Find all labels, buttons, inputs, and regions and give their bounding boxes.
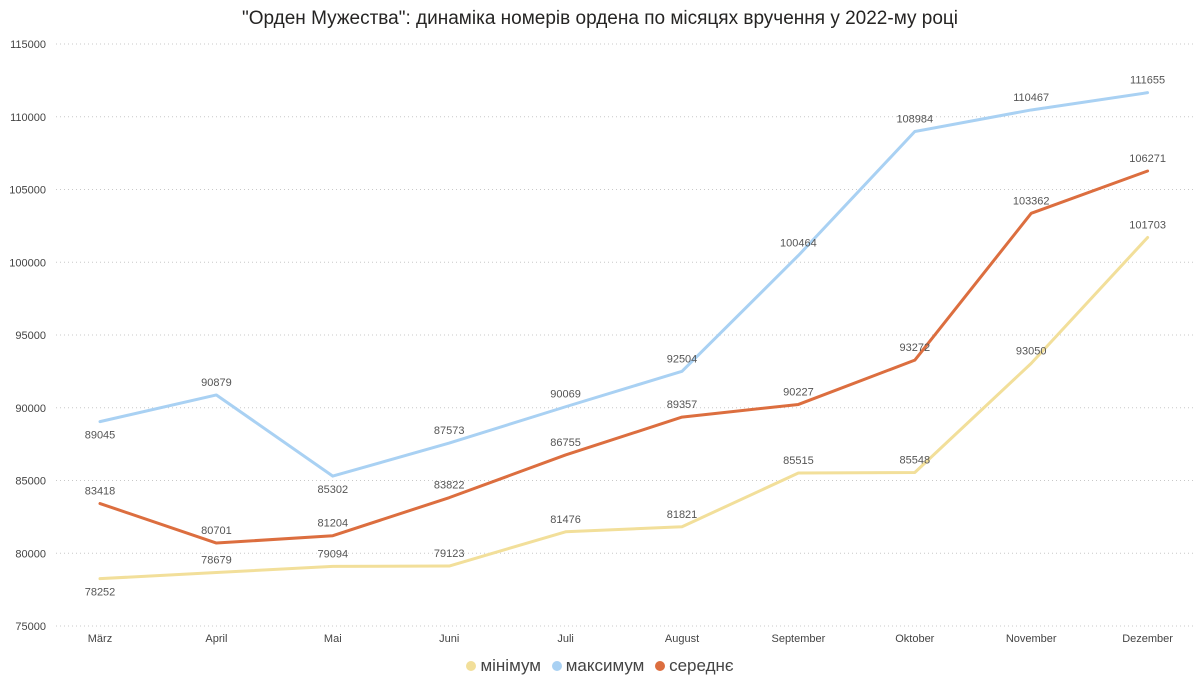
legend-label-min: мінімум: [480, 656, 541, 675]
data-label-avg: 83418: [85, 486, 116, 498]
data-label-max: 89045: [85, 430, 116, 442]
data-label-min: 79094: [318, 548, 349, 560]
x-tick-label: September: [771, 633, 825, 645]
data-label-avg: 80701: [201, 525, 232, 537]
data-label-max: 92504: [667, 353, 698, 365]
data-label-avg: 90227: [783, 386, 814, 398]
series-lines: [98, 91, 1150, 581]
x-tick-label: Juli: [557, 633, 574, 645]
x-axis-ticks: März April Mai Juni Juli August September Oktob…: [88, 633, 1174, 645]
data-label-min: 78252: [85, 587, 116, 599]
y-tick-label: 75000: [15, 621, 46, 633]
y-tick-label: 110000: [10, 112, 46, 124]
legend-dot-max: [551, 660, 562, 671]
x-tick-label: März: [88, 633, 112, 645]
data-label-avg: 83822: [434, 480, 465, 492]
y-tick-label: 80000: [15, 548, 46, 560]
data-label-avg: 103362: [1013, 195, 1050, 207]
y-axis-ticks: 75000 80000 85000 90000 95000 100000 105000 110…: [9, 39, 46, 633]
data-label-avg: 81204: [318, 518, 349, 530]
data-label-avg: 89357: [667, 399, 698, 411]
legend-item-min[interactable]: мінімум: [466, 656, 541, 676]
data-label-min: 85548: [900, 455, 931, 467]
y-tick-label: 85000: [15, 476, 46, 488]
data-label-max: 110467: [1013, 92, 1049, 104]
chart-title: "Орден Мужества": динаміка номерів орден…: [241, 8, 958, 29]
legend-label-max: максимум: [565, 656, 645, 675]
data-label-min: 81476: [550, 514, 581, 526]
legend-dot-min: [466, 660, 477, 671]
legend-item-avg[interactable]: середнє: [655, 656, 734, 676]
legend-label-avg: середнє: [669, 656, 734, 675]
legend-dot-avg: [655, 660, 666, 671]
data-label-max: 108984: [896, 114, 933, 126]
gridlines: [56, 43, 1195, 627]
data-label-min: 93050: [1016, 345, 1047, 357]
data-label-min: 101703: [1129, 219, 1166, 231]
x-tick-label: Dezember: [1122, 633, 1173, 645]
series-line-min[interactable]: [98, 235, 1150, 581]
legend-item-max[interactable]: максимум: [551, 656, 645, 676]
data-label-max: 90879: [201, 377, 232, 389]
series-line-max[interactable]: [98, 91, 1150, 478]
x-tick-label: April: [205, 633, 227, 645]
y-tick-label: 105000: [9, 185, 46, 197]
data-label-min: 81821: [667, 509, 698, 521]
data-label-avg: 86755: [550, 437, 581, 449]
y-tick-label: 95000: [15, 330, 46, 342]
x-tick-label: Oktober: [895, 633, 934, 645]
data-labels: 78252 78679 79094 79123 81476 81821 85515 85548…: [85, 75, 1166, 599]
x-tick-label: Mai: [324, 633, 342, 645]
y-tick-label: 115000: [10, 39, 46, 51]
x-tick-label: November: [1006, 633, 1057, 645]
data-label-max: 85302: [318, 484, 349, 496]
series-line-avg[interactable]: [98, 169, 1150, 545]
data-label-max: 100464: [780, 237, 817, 249]
x-tick-label: Juni: [439, 633, 459, 645]
data-label-max: 90069: [550, 389, 581, 401]
data-label-min: 79123: [434, 548, 465, 560]
y-tick-label: 100000: [9, 257, 46, 269]
y-tick-label: 90000: [15, 403, 46, 415]
data-label-min: 78679: [201, 554, 232, 566]
data-label-max: 111655: [1130, 75, 1165, 87]
x-tick-label: August: [665, 633, 699, 645]
data-label-min: 85515: [783, 455, 814, 467]
data-label-avg: 106271: [1129, 153, 1166, 165]
legend: мінімум максимум середнє: [0, 656, 1200, 676]
data-label-avg: 93272: [900, 342, 931, 354]
data-label-max: 87573: [434, 425, 465, 437]
